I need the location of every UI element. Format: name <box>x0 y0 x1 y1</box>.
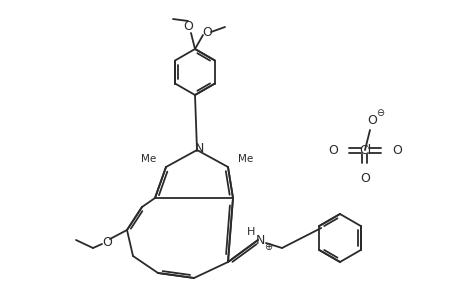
Text: O: O <box>102 236 112 248</box>
Text: ⊖: ⊖ <box>375 108 383 118</box>
Text: H: H <box>246 227 255 237</box>
Text: O: O <box>202 26 212 38</box>
Text: O: O <box>359 172 369 185</box>
Text: O: O <box>327 143 337 157</box>
Text: N: N <box>194 142 203 154</box>
Text: Me: Me <box>237 154 253 164</box>
Text: O: O <box>183 20 192 32</box>
Text: O: O <box>366 113 376 127</box>
Text: N: N <box>255 235 264 248</box>
Text: O: O <box>391 143 401 157</box>
Text: Me: Me <box>140 154 156 164</box>
Text: Cl: Cl <box>358 143 370 157</box>
Text: ⊕: ⊕ <box>263 242 271 252</box>
